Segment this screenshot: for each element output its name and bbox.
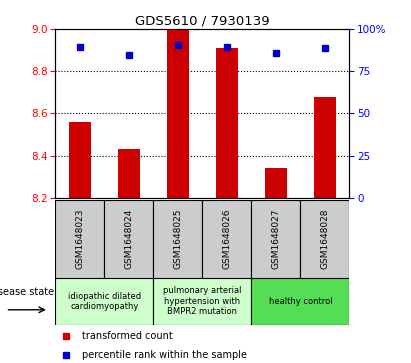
Text: idiopathic dilated
cardiomyopathy: idiopathic dilated cardiomyopathy: [68, 291, 141, 311]
Bar: [69, 122, 91, 198]
Bar: [104, 200, 153, 278]
Text: healthy control: healthy control: [268, 297, 332, 306]
Bar: [55, 278, 153, 325]
Text: GSM1648023: GSM1648023: [76, 208, 85, 269]
Text: GSM1648027: GSM1648027: [271, 208, 280, 269]
Bar: [300, 200, 349, 278]
Text: pulmonary arterial
hypertension with
BMPR2 mutation: pulmonary arterial hypertension with BMP…: [163, 286, 242, 316]
Bar: [55, 200, 104, 278]
Text: GSM1648025: GSM1648025: [173, 208, 182, 269]
Bar: [118, 149, 140, 198]
Text: GSM1648026: GSM1648026: [222, 208, 231, 269]
Bar: [265, 168, 287, 198]
Text: GSM1648024: GSM1648024: [125, 208, 134, 269]
Text: GSM1648028: GSM1648028: [320, 208, 329, 269]
Bar: [216, 48, 238, 198]
Bar: [202, 200, 252, 278]
Title: GDS5610 / 7930139: GDS5610 / 7930139: [135, 15, 270, 28]
Bar: [167, 29, 189, 198]
Bar: [153, 278, 252, 325]
Bar: [252, 278, 349, 325]
Text: percentile rank within the sample: percentile rank within the sample: [82, 350, 247, 360]
Bar: [314, 97, 336, 198]
Text: transformed count: transformed count: [82, 331, 173, 341]
Bar: [252, 200, 300, 278]
Text: disease state: disease state: [0, 287, 54, 297]
Bar: [153, 200, 202, 278]
